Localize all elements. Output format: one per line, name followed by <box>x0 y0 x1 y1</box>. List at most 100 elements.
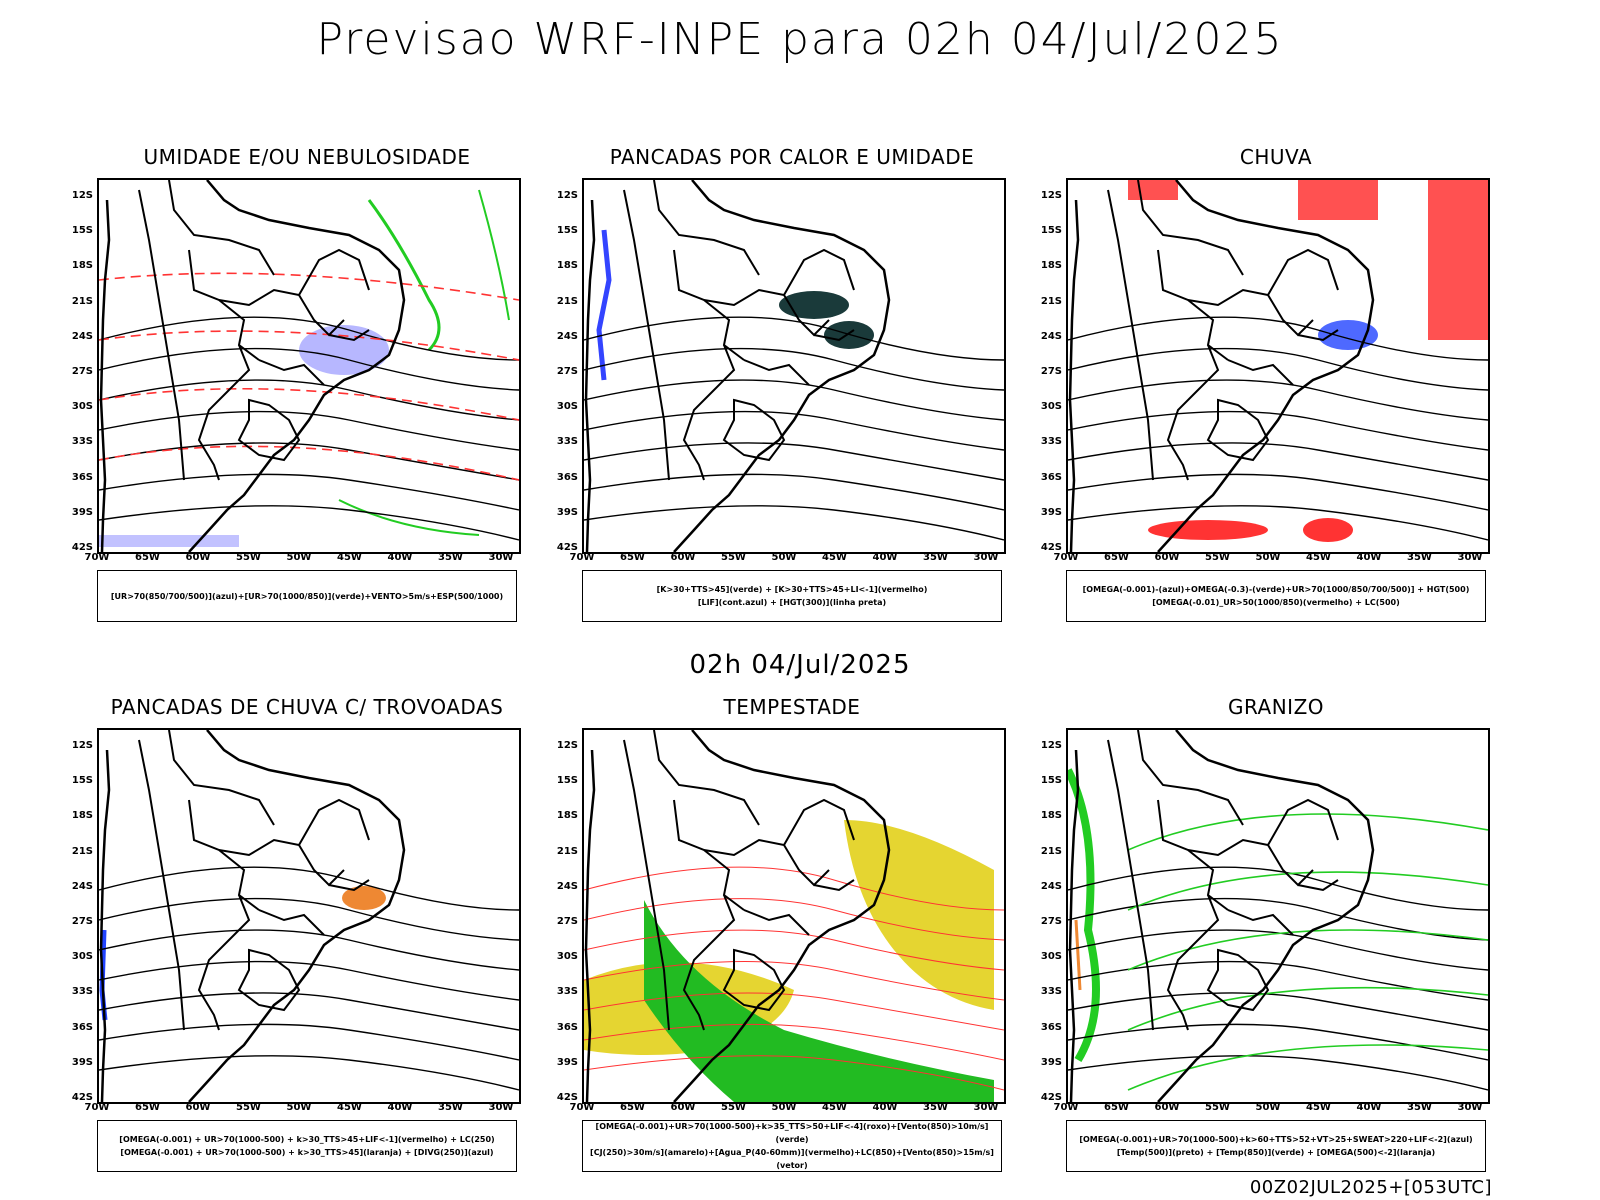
lat-tick-label: 42S <box>556 1092 578 1103</box>
lon-tick-label: 45W <box>337 552 362 563</box>
lat-tick-label: 24S <box>556 880 578 892</box>
legend-line: [OMEGA(-0.001) + UR>70(1000-500) + k>30_… <box>119 1135 495 1144</box>
lon-tick-label: 70W <box>1053 552 1079 563</box>
contour-line <box>1068 897 1488 941</box>
contour-line <box>584 442 1004 481</box>
lat-tick-label: 33S <box>71 986 93 998</box>
lon-tick-label: 35W <box>438 1102 463 1113</box>
lat-tick-label: 30S <box>1040 401 1062 413</box>
lat-tick-label: 18S <box>556 810 578 822</box>
lat-tick-label: 33S <box>556 986 578 998</box>
lon-tick-label: 30W <box>1457 1102 1483 1113</box>
contour-line <box>584 316 1004 361</box>
panel-legend: [OMEGA(-0.001) + UR>70(1000-500) + k>30_… <box>97 1120 517 1172</box>
lon-tick-label: 50W <box>1255 552 1281 563</box>
lat-tick-label: 24S <box>1040 330 1062 342</box>
lat-tick-label: 39S <box>556 506 578 518</box>
lon-tick-label: 45W <box>822 1102 847 1113</box>
lon-tick-label: 65W <box>620 1102 645 1113</box>
legend-line: [K>30+TTS>45](verde) + [K>30+TTS>45+LI<-… <box>656 585 928 594</box>
panel-legend: [OMEGA(-0.001)-(azul)+OMEGA(-0.3)-(verde… <box>1066 570 1486 622</box>
map-panel <box>97 178 521 554</box>
lat-tick-label: 15S <box>1040 775 1062 787</box>
lon-tick-label: 45W <box>822 552 847 563</box>
contour-line <box>99 897 519 941</box>
lon-tick-label: 40W <box>1356 552 1382 563</box>
map-svg <box>99 730 519 1102</box>
legend-line: [UR>70(850/700/500)](azul)+[UR>70(1000/8… <box>110 591 504 601</box>
contour-line <box>99 866 519 911</box>
lon-tick-label: 35W <box>923 552 948 563</box>
lat-tick-label: 27S <box>1040 366 1062 377</box>
lat-tick-label: 12S <box>556 740 578 751</box>
lon-tick-label: 55W <box>1205 552 1230 563</box>
lat-tick-label: 30S <box>71 401 93 413</box>
lat-tick-label: 12S <box>1040 740 1062 751</box>
contour-line <box>99 505 519 541</box>
legend-line: [OMEGA(-0.001) + UR>70(1000-500) + k>30_… <box>120 1148 494 1157</box>
contour-line <box>1068 929 1488 971</box>
map-panel <box>582 178 1006 554</box>
lon-tick-label: 55W <box>721 1102 746 1113</box>
lon-tick-label: 65W <box>135 1102 160 1113</box>
lat-tick-label: 12S <box>71 190 93 201</box>
panel-legend: [OMEGA(-0.001)+UR>70(1000-500)+k>35_TTS>… <box>582 1120 1002 1172</box>
lon-tick-label: 60W <box>1154 552 1180 563</box>
lon-tick-label: 35W <box>1407 1102 1432 1113</box>
map-svg <box>99 180 519 552</box>
lon-tick-label: 40W <box>1356 1102 1382 1113</box>
lat-tick-label: 39S <box>1040 1056 1062 1068</box>
lat-tick-label: 21S <box>556 845 578 857</box>
map-panel <box>1066 728 1490 1104</box>
lat-tick-label: 27S <box>71 916 93 927</box>
lon-tick-label: 50W <box>1255 1102 1281 1113</box>
lat-tick-label: 30S <box>556 951 578 963</box>
lat-tick-label: 33S <box>556 436 578 448</box>
lat-tick-label: 36S <box>1040 1021 1062 1033</box>
contour-line <box>1068 992 1488 1031</box>
map-panel <box>1066 178 1490 554</box>
lon-tick-label: 30W <box>488 1102 514 1113</box>
lat-tick-label: 27S <box>71 366 93 377</box>
lon-tick-label: 30W <box>973 552 999 563</box>
lat-tick-label: 12S <box>556 190 578 201</box>
contour-line <box>99 929 519 971</box>
contour-line <box>99 992 519 1031</box>
contour-line <box>1068 960 1488 1001</box>
contour-line <box>584 898 1004 941</box>
lat-tick-label: 24S <box>71 880 93 892</box>
lat-tick-label: 36S <box>556 471 578 483</box>
contour-line <box>99 410 519 451</box>
lon-tick-label: 50W <box>286 1102 312 1113</box>
contour-line <box>584 473 1004 511</box>
contour-line <box>584 379 1004 421</box>
lat-tick-label: 33S <box>71 436 93 448</box>
lat-tick-label: 21S <box>1040 845 1062 857</box>
lat-tick-label: 42S <box>556 542 578 553</box>
contour-line <box>584 410 1004 451</box>
lon-tick-label: 40W <box>872 552 898 563</box>
lat-tick-label: 42S <box>1040 542 1062 553</box>
lat-tick-label: 18S <box>1040 260 1062 272</box>
legend-line: [CJ(250)>30m/s](amarelo)+[Agua_P(40-60mm… <box>590 1148 994 1170</box>
panel-legend: [OMEGA(-0.001)+UR>70(1000-500)+k>60+TTS>… <box>1066 1120 1486 1172</box>
lat-tick-label: 12S <box>71 740 93 751</box>
contour-line <box>99 316 519 361</box>
contour-line <box>99 1023 519 1061</box>
contour-line <box>584 866 1004 911</box>
legend-line: [OMEGA(-0.001)-(azul)+OMEGA(-0.3)-(verde… <box>1082 585 1470 594</box>
lat-tick-label: 27S <box>556 916 578 927</box>
lon-tick-label: 30W <box>1457 552 1483 563</box>
legend-line: [Temp(500)](preto) + [Temp(850)](verde) … <box>1116 1148 1436 1157</box>
lat-tick-label: 12S <box>1040 190 1062 201</box>
contour-line <box>99 379 519 421</box>
lon-tick-label: 45W <box>337 1102 362 1113</box>
lon-tick-label: 50W <box>286 552 312 563</box>
legend-line: [LIF](cont.azul) + [HGT(300)](linha pret… <box>697 598 887 607</box>
lat-tick-label: 15S <box>556 775 578 787</box>
lat-tick-label: 33S <box>1040 436 1062 448</box>
lon-tick-label: 60W <box>185 552 211 563</box>
contour-line <box>99 473 519 511</box>
contour-line <box>1068 866 1488 911</box>
lat-tick-label: 27S <box>556 366 578 377</box>
